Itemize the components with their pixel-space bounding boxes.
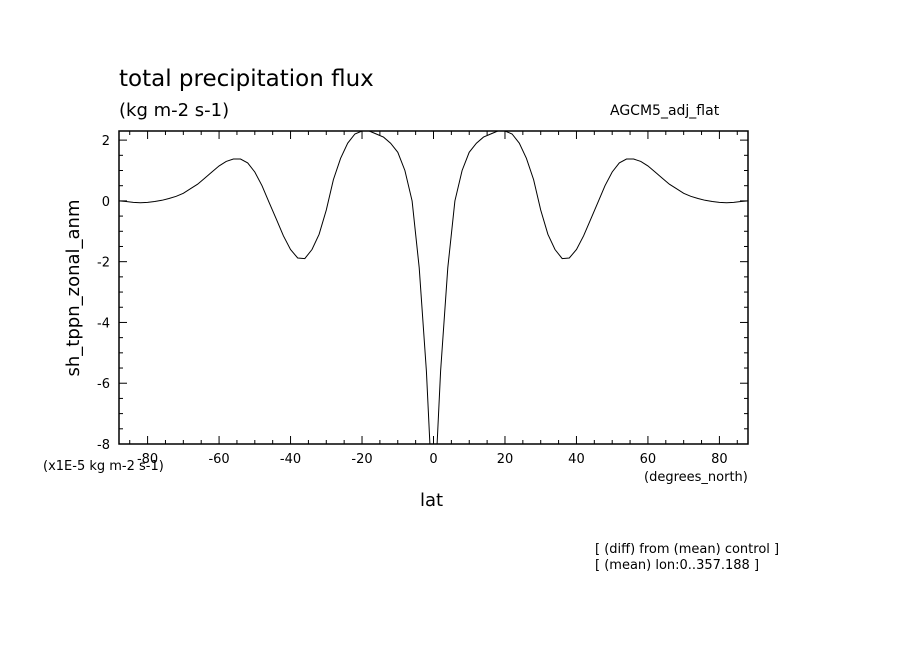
- model-label: AGCM5_adj_flat: [610, 103, 720, 119]
- y-tick-label: -2: [97, 256, 110, 271]
- mean-note: [ (mean) lon:0..357.188 ]: [595, 558, 760, 573]
- series-line: [118, 130, 749, 445]
- x-units-label: (degrees_north): [644, 470, 748, 485]
- chart-title: total precipitation flux: [119, 66, 374, 92]
- y-tick-label: -6: [97, 377, 110, 392]
- y-tick-label: -8: [97, 438, 110, 453]
- x-tick-label: 60: [640, 452, 657, 467]
- y-tick-label: -4: [97, 316, 110, 331]
- x-axis-label: lat: [420, 490, 444, 511]
- y-tick-label: 2: [102, 134, 110, 149]
- y-tick-label: 0: [102, 195, 110, 210]
- x-tick-label: -80: [137, 452, 158, 467]
- chart-subtitle: (kg m-2 s-1): [119, 100, 230, 121]
- x-tick-label: -60: [208, 452, 229, 467]
- y-units-label: (x1E-5 kg m-2 s-1): [43, 459, 164, 474]
- x-tick-label: -40: [280, 452, 301, 467]
- y-axis-label: sh_tppn_zonal_anm: [63, 200, 84, 377]
- x-tick-label: 20: [497, 452, 514, 467]
- x-tick-label: 0: [429, 452, 437, 467]
- x-tick-label: 40: [568, 452, 585, 467]
- diff-note: [ (diff) from (mean) control ]: [595, 542, 780, 557]
- plot-frame: [118, 130, 749, 445]
- x-tick-label: -20: [351, 452, 372, 467]
- x-tick-label: 80: [711, 452, 728, 467]
